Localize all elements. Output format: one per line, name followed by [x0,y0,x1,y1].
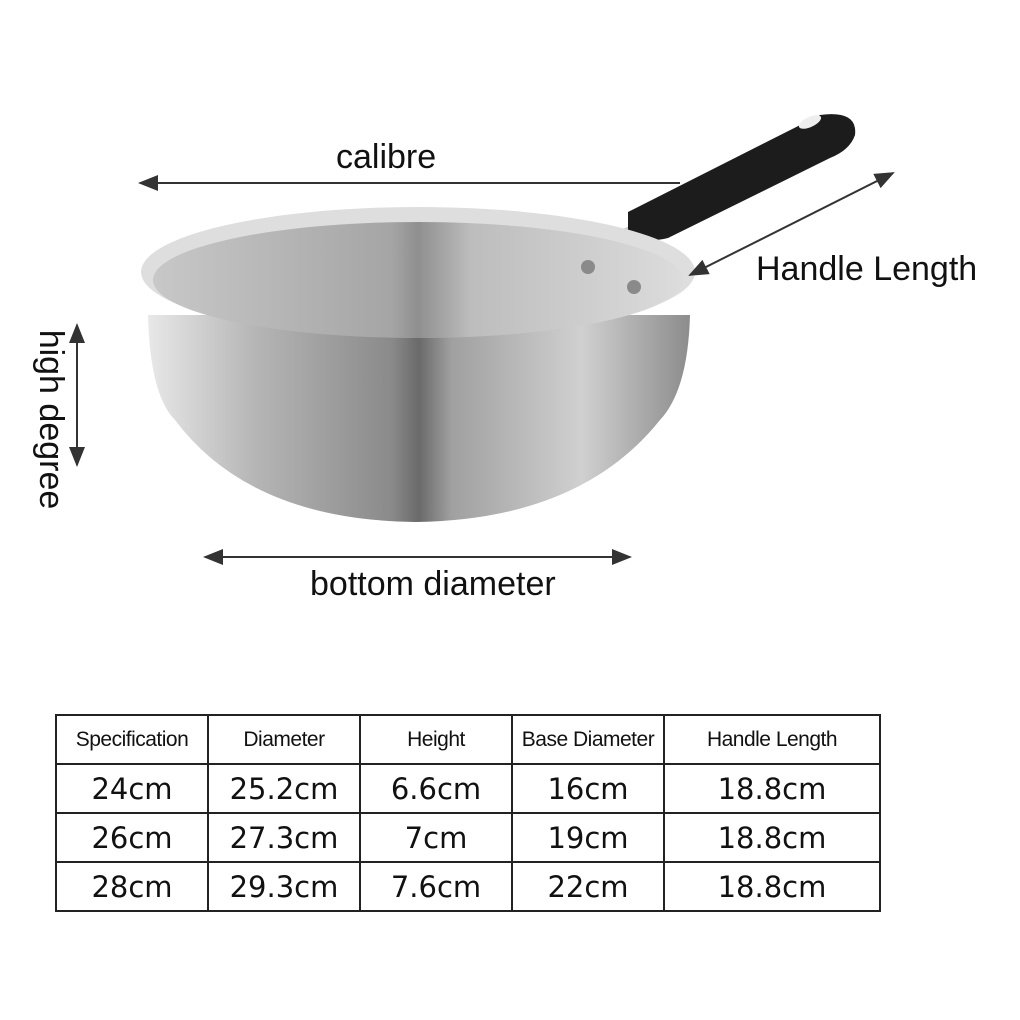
table-row: 26cm 27.3cm 7cm 19cm 18.8cm [55,812,881,863]
spec-table: Specification Diameter Height Base Diame… [55,714,881,912]
header-cell: Diameter [207,714,361,765]
header-cell: Specification [55,714,209,765]
table-cell: 28cm [55,861,209,912]
table-cell: 19cm [511,812,665,863]
table-header-row: Specification Diameter Height Base Diame… [55,714,881,765]
table-cell: 27.3cm [207,812,361,863]
handle-length-label: Handle Length [756,250,978,288]
handle-length-arrow [688,172,895,276]
table-cell: 29.3cm [207,861,361,912]
table-row: 24cm 25.2cm 6.6cm 16cm 18.8cm [55,763,881,814]
table-cell: 6.6cm [359,763,513,814]
table-row: 28cm 29.3cm 7.6cm 22cm 18.8cm [55,861,881,912]
table-cell: 22cm [511,861,665,912]
table-cell: 25.2cm [207,763,361,814]
header-cell: Base Diameter [511,714,665,765]
high-degree-label: high degree [32,329,70,510]
table-cell: 18.8cm [663,861,881,912]
table-cell: 16cm [511,763,665,814]
header-cell: Handle Length [663,714,881,765]
table-cell: 18.8cm [663,763,881,814]
calibre-label: calibre [336,138,437,176]
table-cell: 26cm [55,812,209,863]
table-cell: 7cm [359,812,513,863]
header-cell: Height [359,714,513,765]
bottom-diameter-label: bottom diameter [310,565,556,603]
pan-inner [153,222,683,338]
table-cell: 24cm [55,763,209,814]
frying-pan-illustration [69,114,895,565]
pan-body [148,315,690,522]
table-cell: 18.8cm [663,812,881,863]
table-cell: 7.6cm [359,861,513,912]
